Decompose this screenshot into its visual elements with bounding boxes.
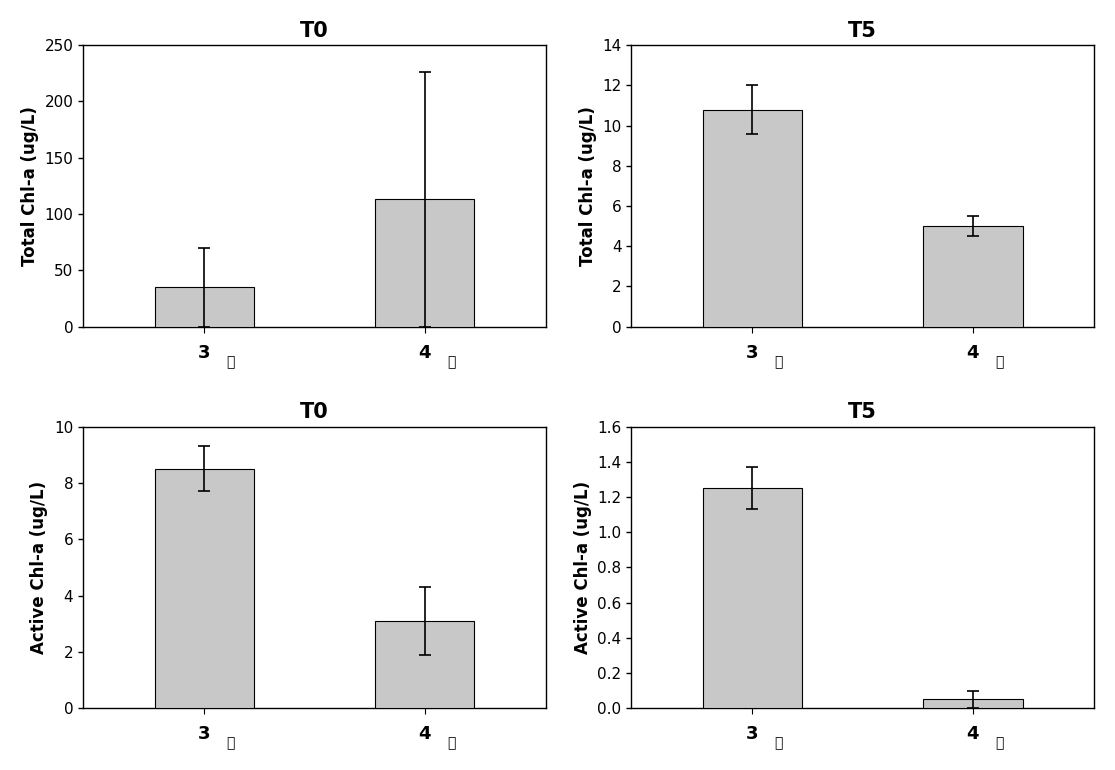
Title: T5: T5 (849, 403, 878, 423)
Text: 차: 차 (996, 736, 1004, 751)
Y-axis label: Total Chl-a (ug/L): Total Chl-a (ug/L) (579, 106, 597, 266)
Text: 4: 4 (418, 343, 430, 362)
Bar (702, 488, 802, 708)
Y-axis label: Total Chl-a (ug/L): Total Chl-a (ug/L) (21, 106, 39, 266)
Text: 3: 3 (746, 343, 758, 362)
Text: 4: 4 (418, 725, 430, 743)
Bar (155, 469, 254, 708)
Text: 차: 차 (447, 355, 455, 369)
Bar (923, 226, 1022, 326)
Text: 3: 3 (746, 725, 758, 743)
Text: 차: 차 (226, 355, 235, 369)
Bar (155, 287, 254, 326)
Text: 4: 4 (967, 343, 979, 362)
Bar (702, 109, 802, 326)
Bar (375, 199, 474, 326)
Text: 차: 차 (775, 736, 783, 751)
Text: 차: 차 (996, 355, 1004, 369)
Text: 차: 차 (447, 736, 455, 751)
Title: T0: T0 (300, 21, 329, 41)
Text: 3: 3 (198, 343, 211, 362)
Title: T5: T5 (849, 21, 878, 41)
Text: 차: 차 (226, 736, 235, 751)
Text: 차: 차 (775, 355, 783, 369)
Bar (375, 621, 474, 708)
Y-axis label: Active Chl-a (ug/L): Active Chl-a (ug/L) (30, 481, 48, 654)
Bar (923, 699, 1022, 708)
Title: T0: T0 (300, 403, 329, 423)
Text: 4: 4 (967, 725, 979, 743)
Y-axis label: Active Chl-a (ug/L): Active Chl-a (ug/L) (574, 481, 592, 654)
Text: 3: 3 (198, 725, 211, 743)
